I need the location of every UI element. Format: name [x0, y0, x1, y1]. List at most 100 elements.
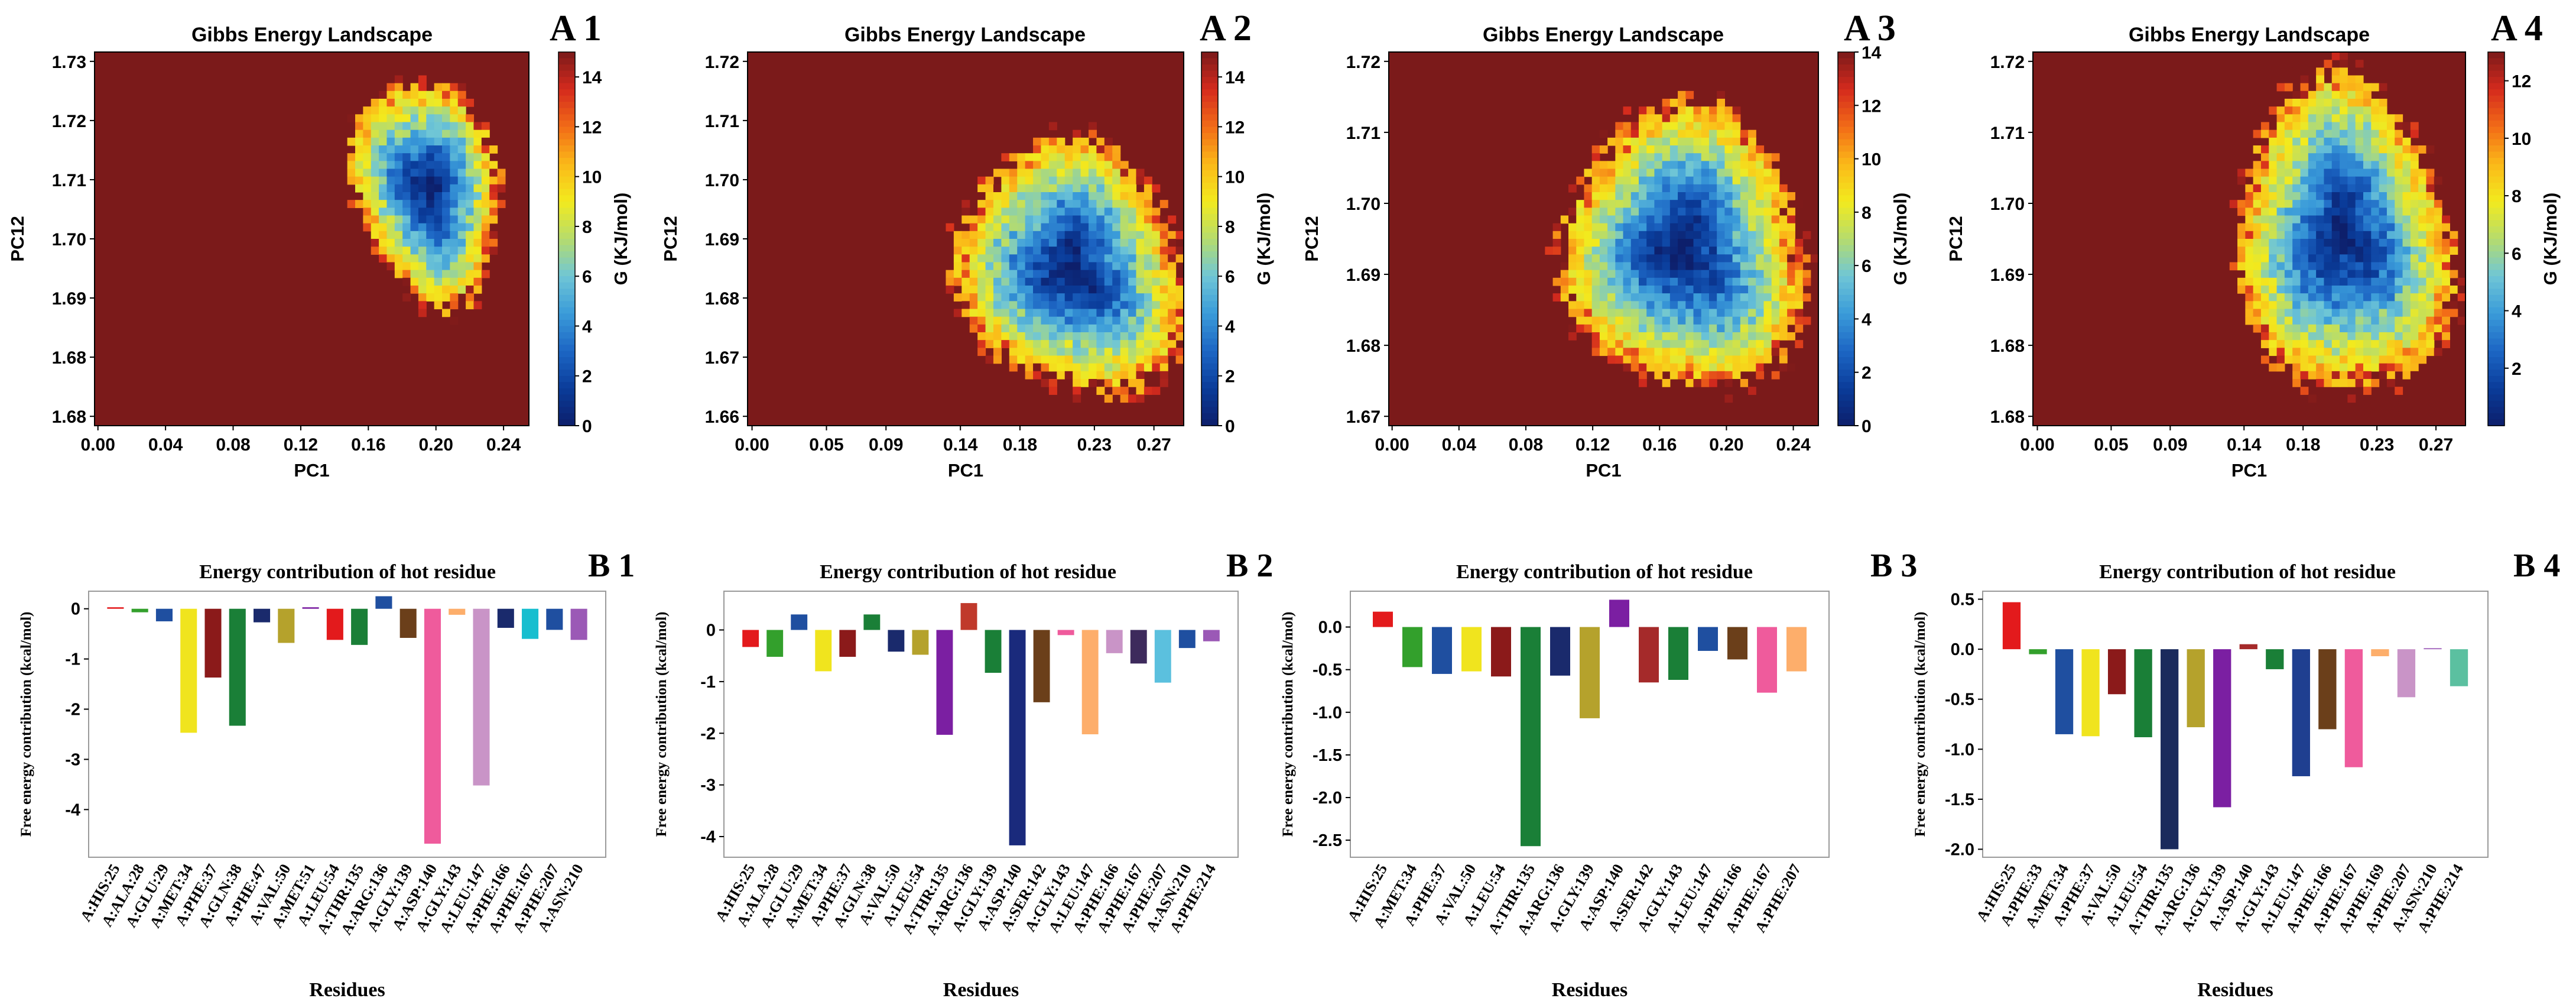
heatmap-cell	[1104, 332, 1113, 341]
heatmap-cell	[1646, 200, 1655, 208]
heatmap-cell	[977, 324, 986, 333]
heatmap-cell	[2260, 153, 2269, 161]
heatmap-cell	[1104, 208, 1113, 216]
heatmap-cell	[2324, 223, 2333, 232]
heatmap-cell	[1057, 239, 1066, 247]
colorbar-segment	[1201, 382, 1218, 389]
heatmap-cell	[1017, 184, 1026, 193]
heatmap-cell	[442, 168, 450, 177]
heatmap-cell	[2363, 379, 2372, 387]
heatmap-cell	[2347, 247, 2356, 255]
heatmap-cell	[2292, 223, 2301, 232]
bar	[1609, 599, 1629, 627]
heatmap-cell	[473, 176, 482, 185]
colorbar-segment	[558, 245, 575, 252]
heatmap-cell	[1701, 200, 1710, 208]
heatmap-panel-a1: Gibbs Energy Landscape A 10.00 0.04 0.08 0.1…	[7, 8, 631, 481]
x-tick-label: 0.18	[2286, 435, 2320, 455]
heatmap-cell	[1073, 293, 1081, 302]
heatmap-cell	[1724, 208, 1733, 216]
heatmap-cell	[2371, 309, 2380, 317]
heatmap-cell	[1678, 176, 1686, 185]
heatmap-cell	[1638, 161, 1647, 170]
heatmap-cell	[347, 176, 356, 185]
heatmap-cell	[363, 192, 372, 200]
heatmap-cell	[1678, 90, 1686, 99]
heatmap-cell	[1740, 176, 1749, 185]
heatmap-cell	[426, 137, 435, 146]
heatmap-cell	[394, 239, 403, 247]
colorbar-segment	[558, 127, 575, 134]
colorbar-segment	[1201, 70, 1218, 77]
heatmap-cell	[386, 176, 395, 185]
colorbar-segment	[558, 64, 575, 72]
heatmap-cell	[1763, 277, 1772, 286]
heatmap-cell	[2363, 363, 2372, 372]
heatmap-cell	[1009, 254, 1018, 263]
colorbar-segment	[558, 89, 575, 96]
heatmap-cell	[2363, 316, 2372, 325]
x-tick-label: 0.09	[2153, 435, 2187, 455]
heatmap-cell	[1678, 316, 1686, 325]
heatmap-cell	[2371, 340, 2380, 348]
heatmap-cell	[457, 114, 466, 123]
y-tick-label: -3	[65, 750, 80, 769]
heatmap-cell	[1144, 184, 1152, 193]
heatmap-cell	[2300, 90, 2309, 99]
heatmap-cell	[1748, 129, 1756, 138]
heatmap-cell	[466, 200, 475, 208]
heatmap-cell	[2331, 270, 2340, 278]
heatmap-cell	[1701, 316, 1710, 325]
heatmap-cell	[1552, 247, 1561, 255]
heatmap-cell	[371, 137, 379, 146]
colorbar-segment	[1838, 195, 1854, 202]
heatmap-cell	[2331, 106, 2340, 115]
heatmap-cell	[1740, 129, 1749, 138]
heatmap-cell	[473, 129, 482, 138]
heatmap-cell	[1112, 286, 1121, 294]
heatmap-cell	[1041, 161, 1050, 170]
bar	[351, 608, 368, 645]
heatmap-cell	[961, 277, 970, 286]
heatmap-cell	[371, 129, 379, 138]
heatmap-cell	[969, 324, 978, 333]
heatmap-cell	[985, 247, 994, 255]
heatmap-cell	[1168, 316, 1177, 325]
heatmap-cell	[1654, 192, 1663, 200]
heatmap-cell	[1001, 239, 1010, 247]
bar	[839, 630, 856, 657]
colorbar-segment	[2488, 220, 2504, 227]
heatmap-cell	[2347, 90, 2356, 99]
heatmap-cell	[1136, 348, 1145, 356]
heatmap-cell	[442, 223, 450, 232]
heatmap-cell	[410, 200, 419, 208]
heatmap-cell	[2316, 371, 2325, 380]
heatmap-cell	[1088, 277, 1097, 286]
heatmap-cell	[2347, 277, 2356, 286]
heatmap-cell	[2245, 286, 2254, 294]
heatmap-cell	[1591, 340, 1600, 348]
heatmap-cell	[1646, 161, 1655, 170]
heatmap-cell	[1693, 286, 1702, 294]
heatmap-cell	[2316, 309, 2325, 317]
heatmap-cell	[1104, 293, 1113, 302]
heatmap-cell	[1009, 192, 1018, 200]
heatmap-cell	[1017, 332, 1026, 341]
bar	[888, 630, 905, 652]
heatmap-cell	[1693, 122, 1702, 131]
heatmap-cell	[1080, 379, 1089, 387]
heatmap-cell	[1591, 145, 1600, 154]
colorbar-segment	[2488, 301, 2504, 308]
heatmap-cell	[1064, 254, 1073, 263]
heatmap-cell	[1576, 286, 1585, 294]
heatmap-cell	[1654, 137, 1663, 146]
heatmap-cell	[1615, 309, 1624, 317]
heatmap-cell	[1662, 286, 1671, 294]
heatmap-cell	[457, 200, 466, 208]
heatmap-cell	[379, 231, 388, 239]
heatmap-cell	[2355, 60, 2364, 68]
heatmap-cell	[1599, 200, 1608, 208]
heatmap-cell	[1732, 316, 1741, 325]
heatmap-cell	[1152, 363, 1161, 372]
heatmap-cell	[2276, 293, 2285, 302]
